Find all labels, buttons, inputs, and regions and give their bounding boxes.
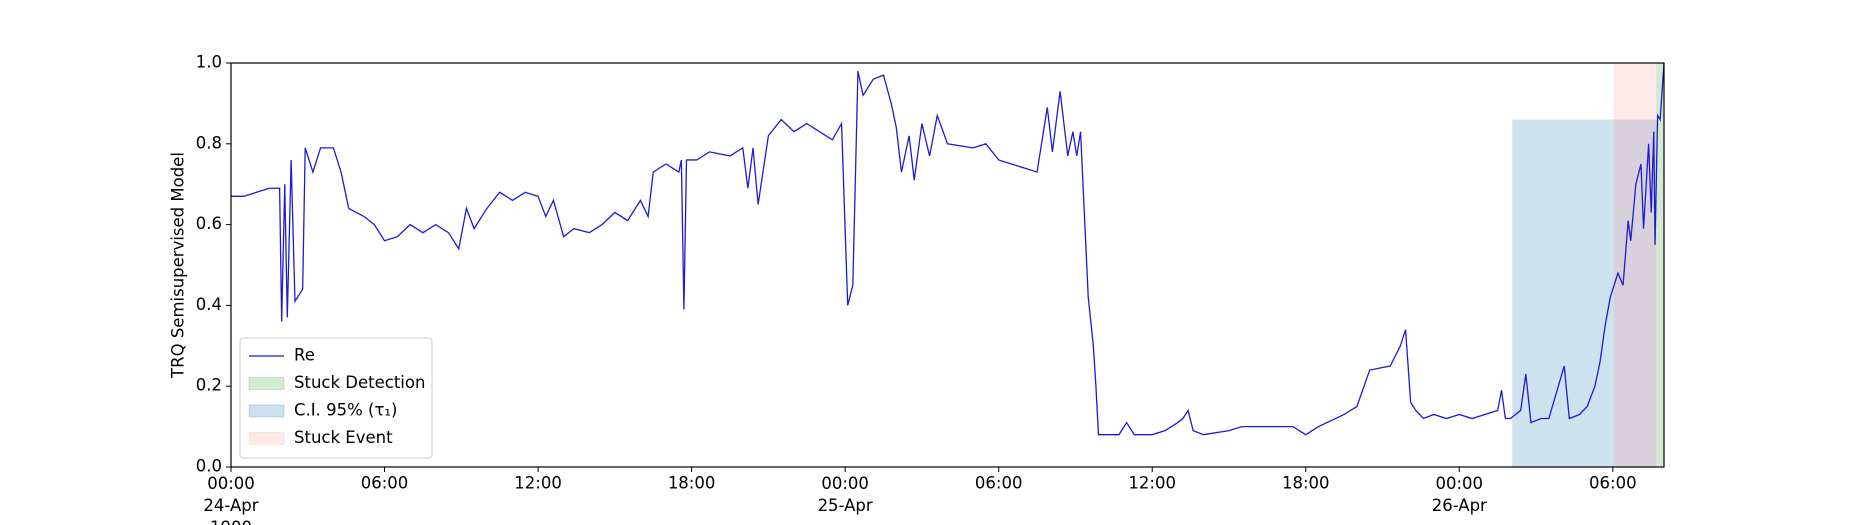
span <box>1656 63 1664 467</box>
x-tick-label: 00:00 25-Apr <box>818 474 873 515</box>
legend-box <box>239 337 433 459</box>
legend-label: Stuck Detection <box>294 373 425 392</box>
legend-label: C.I. 95% (τ₁) <box>294 401 397 420</box>
legend-label: Stuck Event <box>294 428 393 447</box>
plot-frame <box>230 62 1665 468</box>
x-tick-label: 06:00 <box>975 474 1023 493</box>
y-tick-label: 0.6 <box>196 214 222 233</box>
y-tick-label: 1.0 <box>196 53 222 72</box>
y-tick-label: 0.0 <box>196 457 222 476</box>
legend-swatch <box>248 404 285 418</box>
x-tick-label: 18:00 <box>668 474 716 493</box>
y-tick-label: 0.2 <box>196 376 222 395</box>
x-tick-label: 06:00 <box>1589 474 1637 493</box>
legend-label: Re <box>294 346 315 365</box>
y-tick-label: 0.8 <box>196 133 222 152</box>
span <box>1613 63 1657 467</box>
y-axis-label: TRQ Semisupervised Model <box>169 152 188 379</box>
legend-swatch <box>248 432 285 445</box>
x-tick-label: 12:00 <box>514 474 562 493</box>
y-tick-label: 0.4 <box>196 295 222 314</box>
data-line <box>231 62 1665 436</box>
x-tick-label: 12:00 <box>1128 474 1176 493</box>
x-tick-label: 18:00 <box>1282 474 1330 493</box>
x-tick-label: 06:00 <box>361 474 409 493</box>
legend-swatch <box>248 377 285 390</box>
x-tick-label: 00:00 26-Apr <box>1432 474 1487 515</box>
legend: Re Stuck Detection C.I. 95% (τ₁) Stuck Even… <box>239 337 433 459</box>
